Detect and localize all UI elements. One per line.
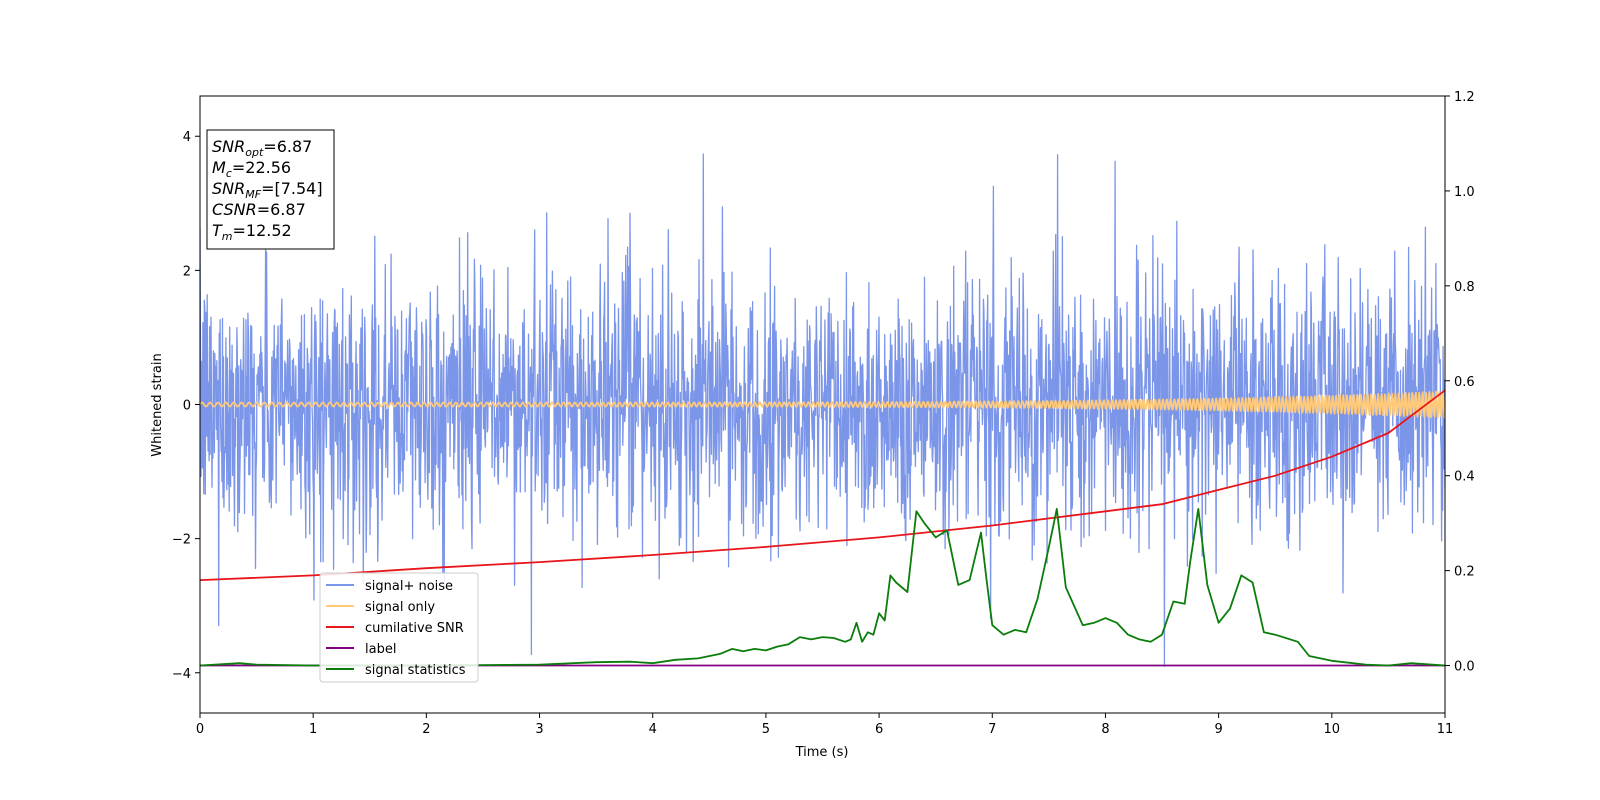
series-signal-statistics-line <box>200 508 1445 667</box>
x-axis-label: Time (s) <box>795 745 849 760</box>
x-tick-label: 3 <box>535 722 543 737</box>
x-tick-label: 7 <box>988 722 996 737</box>
legend-item-cumilative-snr: cumilative SNR <box>326 621 464 636</box>
y-right-tick-label: 1.0 <box>1454 185 1475 200</box>
x-tick-label: 11 <box>1437 722 1454 737</box>
series-cumilative-snr-line <box>200 389 1445 581</box>
x-tick-label: 5 <box>762 722 770 737</box>
legend-item-signal-statistics: signal statistics <box>326 663 466 678</box>
x-tick-label: 4 <box>649 722 657 737</box>
legend: signal+ noise signal only cumilative SNR la… <box>319 572 479 683</box>
x-axis: 0 1 2 3 4 5 6 7 8 9 10 11 <box>196 713 1453 737</box>
y-right-tick-label: 0.6 <box>1454 375 1475 390</box>
legend-label: label <box>365 642 396 657</box>
y-right-tick-label: 0.2 <box>1454 565 1475 580</box>
x-tick-label: 10 <box>1324 722 1341 737</box>
legend-label: signal statistics <box>365 663 466 678</box>
legend-item-signal-only: signal only <box>326 600 435 615</box>
legend-label: signal only <box>365 600 435 615</box>
y-right-tick-label: 0.0 <box>1454 660 1475 675</box>
y-right-tick-label: 0.4 <box>1454 470 1475 485</box>
stats-annotation-line: SNRMF=[7.54] <box>212 179 323 201</box>
x-tick-label: 1 <box>309 722 317 737</box>
y-left-tick-label: 4 <box>183 130 191 145</box>
x-tick-label: 8 <box>1101 722 1109 737</box>
y-left-tick-label: −2 <box>172 533 191 548</box>
y-right-tick-label: 0.8 <box>1454 280 1475 295</box>
legend-item-signal-noise: signal+ noise <box>326 579 453 594</box>
y-left-tick-label: 0 <box>183 399 191 414</box>
y-axis-right: 0.0 0.2 0.4 0.6 0.8 1.0 1.2 <box>1445 90 1475 675</box>
y-left-tick-label: 2 <box>183 264 191 279</box>
legend-label: cumilative SNR <box>365 621 464 636</box>
y-axis-left: −4 −2 0 2 4 <box>172 130 200 682</box>
series-signal-only-line <box>200 390 1445 419</box>
stats-annotation-frame <box>206 129 335 250</box>
legend-frame <box>319 572 479 683</box>
y-right-tick-label: 1.2 <box>1454 90 1475 105</box>
x-tick-label: 0 <box>196 722 204 737</box>
stats-annotation-line: CSNR=6.87 <box>212 200 306 219</box>
stats-annotation-line: Mc=22.56 <box>212 158 291 180</box>
legend-label: signal+ noise <box>365 579 453 594</box>
y-left-tick-label: −4 <box>172 667 191 682</box>
stats-annotation-line: Tm=12.52 <box>212 221 292 243</box>
stats-annotation-line: SNRopt=6.87 <box>212 137 312 159</box>
legend-item-label: label <box>326 642 396 657</box>
y-axis-label: Whitened strain <box>150 353 165 456</box>
x-tick-label: 2 <box>422 722 430 737</box>
x-tick-label: 6 <box>875 722 883 737</box>
x-tick-label: 9 <box>1214 722 1222 737</box>
stats-annotation-box: SNRopt=6.87Mc=22.56SNRMF=[7.54]CSNR=6.87… <box>206 129 335 250</box>
